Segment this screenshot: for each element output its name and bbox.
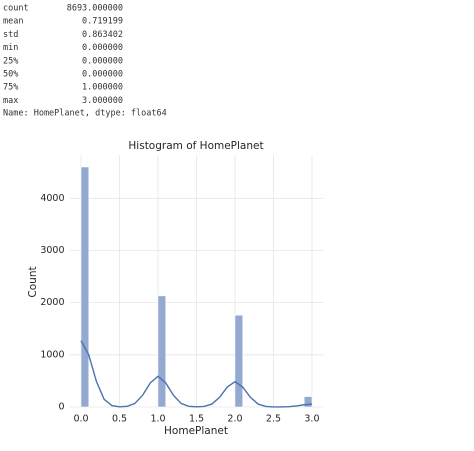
stat-name: mean	[3, 17, 23, 27]
y-tick-label: 4000	[40, 193, 64, 204]
stat-value: 0.000000	[82, 70, 123, 80]
stat-value: 0.000000	[82, 43, 123, 53]
describe-footer: Name: HomePlanet, dtype: float64	[3, 109, 167, 119]
y-axis-label: Count	[27, 266, 39, 297]
stat-name: count	[3, 4, 29, 14]
y-tick-label: 3000	[40, 245, 64, 256]
x-tick-label: 0.5	[112, 414, 127, 425]
stat-value: 1.000000	[82, 83, 123, 93]
x-tick-label: 2.0	[227, 414, 242, 425]
x-tick-label: 1.0	[150, 414, 165, 425]
stat-name: max	[3, 96, 18, 106]
x-tick-label: 1.5	[189, 414, 204, 425]
stat-value: 3.000000	[82, 96, 123, 106]
y-tick-label: 1000	[40, 349, 64, 360]
x-tick-label: 0.0	[73, 414, 88, 425]
histogram-bar	[80, 166, 89, 408]
stat-name: std	[3, 30, 18, 40]
stat-name: 75%	[3, 83, 18, 93]
histogram-bar	[304, 396, 313, 408]
stat-value: 8693.000000	[67, 4, 123, 14]
x-tick-label: 3.0	[304, 414, 319, 425]
histogram-bar	[234, 314, 243, 408]
x-axis-label: HomePlanet	[164, 425, 228, 437]
y-tick-label: 0	[58, 402, 64, 413]
stat-name: min	[3, 43, 18, 53]
stat-value: 0.863402	[82, 30, 123, 40]
y-tick-label: 2000	[40, 297, 64, 308]
stat-name: 50%	[3, 70, 18, 80]
kde-line	[80, 340, 313, 408]
stat-value: 0.719199	[82, 17, 123, 27]
stat-value: 0.000000	[82, 56, 123, 66]
x-tick-label: 2.5	[266, 414, 281, 425]
histogram-bar	[157, 295, 166, 408]
chart-title: Histogram of HomePlanet	[128, 140, 263, 152]
stat-name: 25%	[3, 56, 18, 66]
